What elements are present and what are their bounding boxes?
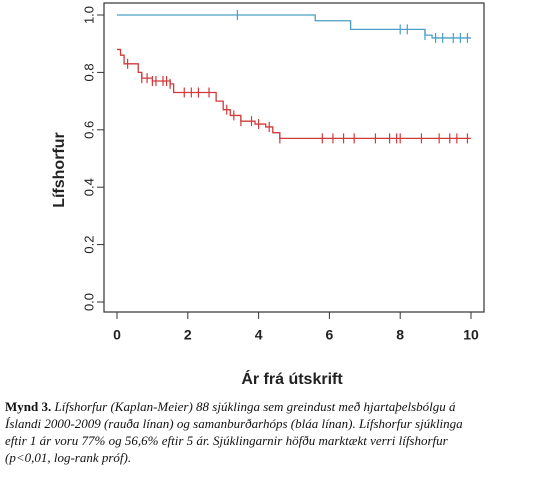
survival-curve bbox=[117, 48, 471, 140]
caption-line: Mynd 3. Lífshorfur (Kaplan-Meier) 88 sjú… bbox=[5, 398, 547, 415]
caption-label: Mynd 3. bbox=[5, 399, 52, 414]
caption-line: Íslandi 2000-2009 (rauða línan) og saman… bbox=[5, 415, 547, 432]
y-tick-label: 0.0 bbox=[81, 293, 96, 311]
chart: Lífshorfur Ár frá útskrift 0 2 4 6 8 10 0.0 0.2… bbox=[51, 2, 485, 388]
x-tick-label: 8 bbox=[396, 327, 404, 343]
y-tick-label: 0.2 bbox=[81, 236, 96, 254]
y-axis-label: Lífshorfur bbox=[51, 132, 68, 208]
plot-frame bbox=[103, 2, 485, 313]
x-tick-label: 6 bbox=[326, 327, 334, 343]
y-tick-label: 0.6 bbox=[81, 121, 96, 139]
caption-line: eftir 1 ár voru 77% og 56,6% eftir 5 ár.… bbox=[5, 432, 547, 449]
x-axis-label: Ár frá útskrift bbox=[241, 369, 343, 388]
x-tick-label: 4 bbox=[255, 327, 263, 343]
y-tick-label: 0.4 bbox=[81, 178, 96, 196]
caption-text: (p<0,01, log-rank próf). bbox=[5, 450, 132, 465]
x-tick-label: 0 bbox=[113, 327, 121, 343]
caption-text: Íslandi 2000-2009 (rauða línan) og saman… bbox=[5, 416, 463, 431]
survival-curve bbox=[117, 14, 471, 39]
y-tick-label: 1.0 bbox=[81, 6, 96, 24]
caption-line: (p<0,01, log-rank próf). bbox=[5, 449, 547, 466]
x-tick-label: 2 bbox=[184, 327, 192, 343]
x-tick-label: 10 bbox=[463, 327, 479, 343]
caption-text: eftir 1 ár voru 77% og 56,6% eftir 5 ár.… bbox=[5, 433, 448, 448]
y-tick-label: 0.8 bbox=[81, 63, 96, 81]
caption: Mynd 3. Lífshorfur (Kaplan-Meier) 88 sjú… bbox=[5, 398, 547, 466]
caption-text: Lífshorfur (Kaplan-Meier) 88 sjúklinga s… bbox=[54, 399, 456, 414]
